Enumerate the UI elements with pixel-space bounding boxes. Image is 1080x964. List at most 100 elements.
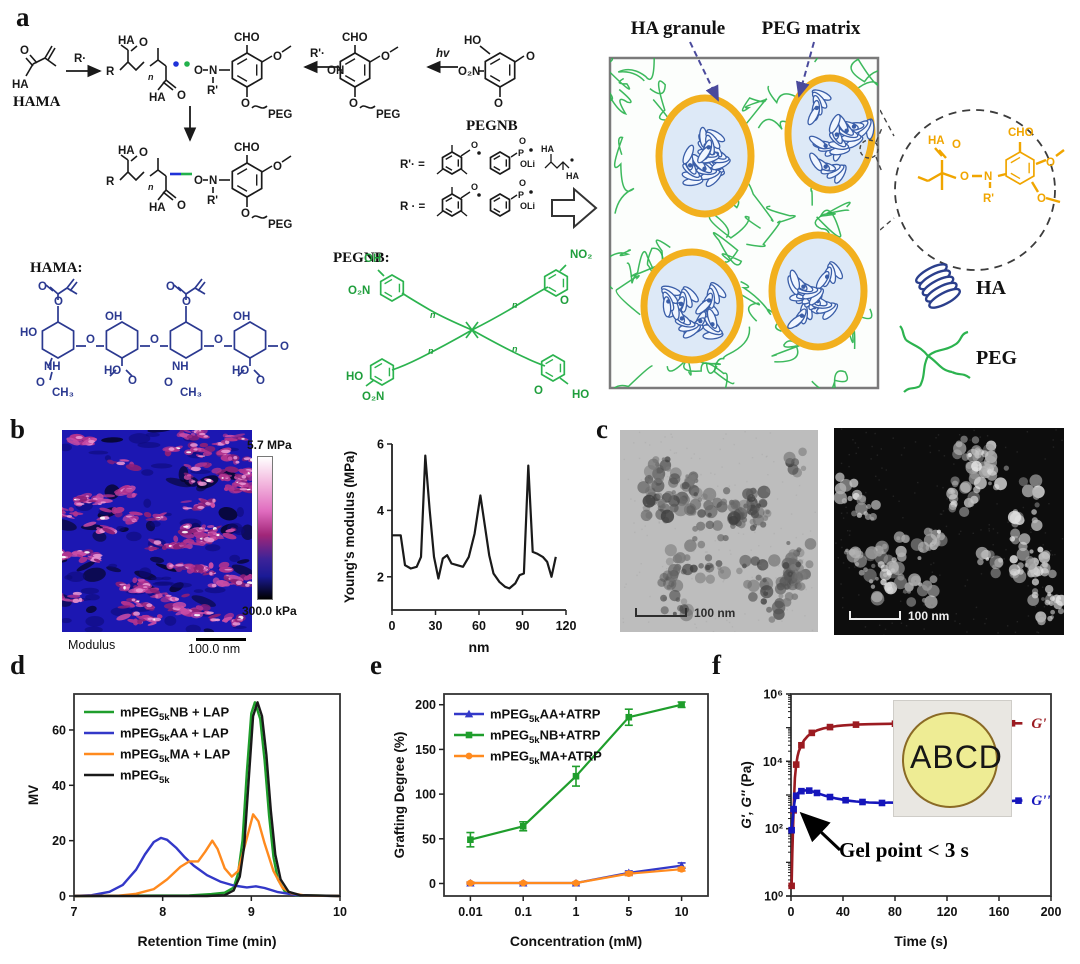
- tem-noise: [892, 495, 895, 497]
- atom-o: O: [241, 98, 250, 110]
- tem-noise: [938, 449, 940, 452]
- hama-monomer-structure: [25, 45, 57, 77]
- r-prime-definition: R'· =: [400, 159, 425, 171]
- y-axis-title: Grafting Degree (%): [392, 732, 407, 859]
- afm-magenta-blob: [200, 498, 206, 504]
- tem-noise: [964, 585, 966, 587]
- afm-magenta-blob: [93, 558, 101, 562]
- afm-magenta-blob: [96, 493, 104, 501]
- atom-o: O: [139, 147, 148, 159]
- gel-point-arrow: [799, 811, 842, 852]
- tem-noise: [840, 512, 843, 514]
- tem-noise: [752, 498, 754, 501]
- atom-p: P: [518, 190, 524, 200]
- legend-label: mPEG5kMA+ATRP: [490, 749, 602, 768]
- ha-coil-icon: [914, 263, 962, 309]
- tem-cluster-particle: [871, 563, 876, 569]
- tem-noise: [698, 530, 701, 533]
- ring-inner-bond: [445, 166, 453, 171]
- tem-cluster-particle: [929, 575, 938, 584]
- atom-no2: NO₂: [570, 249, 592, 261]
- tem-noise: [666, 567, 668, 570]
- tem-noise: [695, 527, 698, 529]
- tem-noise: [732, 514, 734, 517]
- tem-noise: [1016, 620, 1019, 623]
- tem-noise: [694, 623, 696, 625]
- tem-noise: [988, 524, 990, 526]
- tem-cluster-particle: [670, 579, 684, 592]
- tem-noise: [858, 594, 860, 596]
- afm-magenta-blob: [183, 539, 190, 544]
- tem-cluster-particle: [993, 483, 1000, 491]
- tem-cluster-particle: [703, 500, 714, 511]
- afm-pink-blob: [233, 456, 238, 460]
- tem-cluster-particle: [782, 561, 790, 569]
- tem-cluster-particle: [675, 597, 681, 602]
- tem-cluster-particle: [663, 490, 675, 502]
- tem-noise: [755, 437, 757, 439]
- peg-chain: [713, 326, 751, 385]
- bond: [510, 152, 518, 158]
- tem-noise: [1061, 538, 1064, 540]
- tem-noise: [876, 454, 879, 456]
- tem-cluster-particle: [1050, 609, 1056, 615]
- afm-white-speck: [123, 585, 127, 590]
- afm-pink-blob: [66, 514, 73, 518]
- tem-noise: [786, 608, 788, 611]
- atom-o: O: [494, 98, 503, 110]
- tem-noise: [775, 577, 777, 579]
- marker-square: [842, 796, 849, 804]
- tem-noise: [986, 435, 989, 437]
- tem-cluster-particle: [871, 499, 881, 510]
- tem-noise: [657, 580, 659, 583]
- tem-cluster-particle: [642, 494, 656, 508]
- afm-pink-blob: [78, 597, 83, 603]
- afm-magenta-blob: [102, 527, 116, 535]
- marker-circle: [572, 879, 580, 887]
- atom-o: O: [960, 171, 969, 183]
- tem-cluster-particle: [849, 478, 859, 488]
- tem-noise: [868, 515, 870, 517]
- ha-junction-dot: [824, 274, 830, 279]
- tem-noise: [634, 531, 636, 534]
- atom-o: O: [381, 51, 390, 63]
- afm-blue-patch: [139, 567, 152, 578]
- tem-noise: [731, 626, 734, 628]
- tem-cluster-particle: [834, 482, 847, 495]
- atom-cho: CHO: [234, 142, 260, 154]
- afm-blue-patch: [64, 575, 73, 580]
- ring: [233, 321, 267, 359]
- tem-cluster-particle: [834, 490, 847, 505]
- tem-noise: [795, 536, 797, 539]
- ring: [441, 151, 463, 175]
- atom-o: O: [280, 341, 289, 353]
- ring-inner-bond: [493, 166, 501, 171]
- afm-magenta-blob: [225, 528, 236, 533]
- tem-noise: [1048, 502, 1050, 505]
- callout-source-circle: [859, 139, 879, 159]
- tem-cluster-particle: [896, 536, 901, 541]
- afm-blue-patch: [170, 582, 192, 588]
- tem-cluster-particle: [664, 544, 677, 557]
- x-tick-label: 0.1: [515, 905, 532, 919]
- tem-cluster-particle: [1018, 533, 1031, 545]
- afm-white-speck: [73, 498, 77, 501]
- afm-pink-blob: [100, 501, 106, 504]
- tem-cluster-particle: [771, 600, 786, 615]
- tem-noise: [996, 503, 998, 505]
- tem-cluster-particle: [977, 558, 984, 566]
- tem-noise: [1005, 548, 1007, 551]
- marker-square: [852, 721, 860, 728]
- afm-dark-patch: [165, 477, 192, 488]
- afm-blue-patch: [104, 455, 112, 461]
- tem-noise: [767, 474, 769, 476]
- tem-cluster-particle: [672, 566, 677, 572]
- y-tick-label: 0: [429, 877, 436, 891]
- marker-square: [467, 836, 474, 843]
- atom-oh: OH: [233, 311, 250, 323]
- afm-blue-patch: [126, 531, 142, 542]
- marker-square: [625, 713, 633, 721]
- ring-inner-bond: [1010, 172, 1021, 180]
- tem-noise: [669, 507, 671, 510]
- tem-noise: [1007, 521, 1009, 523]
